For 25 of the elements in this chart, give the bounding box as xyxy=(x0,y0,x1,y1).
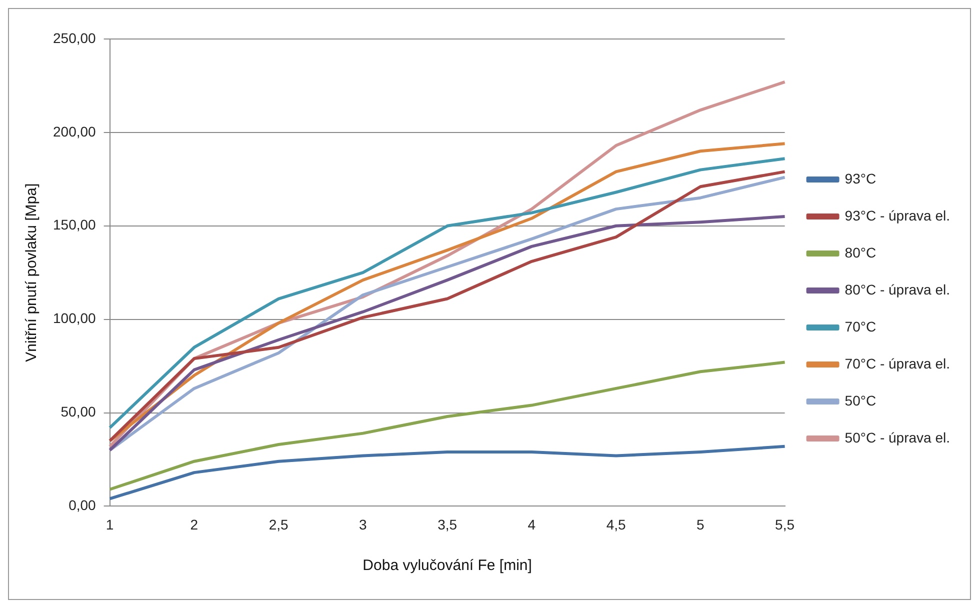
legend-label: 70°C xyxy=(844,318,876,334)
y-tick-label: 150,00 xyxy=(52,216,96,233)
x-tick-label: 5,5 xyxy=(775,516,795,532)
y-tick-label: 0,00 xyxy=(68,497,96,514)
legend-label: 93°C xyxy=(844,170,876,186)
x-axis-title: Doba vylučování Fe [min] xyxy=(362,557,532,574)
y-tick-label: 100,00 xyxy=(52,310,96,326)
legend-label: 80°C xyxy=(844,244,876,260)
x-tick-label: 3,5 xyxy=(438,516,458,532)
x-tick-label: 3 xyxy=(359,516,368,532)
y-axis-title: Vnitřní pnutí povlaku [Mpa] xyxy=(23,183,40,362)
y-tick-label: 250,00 xyxy=(52,30,96,46)
legend-label: 50°C xyxy=(844,392,876,408)
x-tick-label: 5 xyxy=(696,516,705,532)
legend-label: 93°C - úprava el. xyxy=(844,207,950,224)
x-tick-label: 1 xyxy=(106,516,114,532)
x-tick-label: 4,5 xyxy=(606,516,626,532)
y-tick-label: 200,00 xyxy=(52,123,96,140)
legend-label: 50°C - úprava el. xyxy=(844,429,950,446)
x-tick-label: 4 xyxy=(528,516,536,532)
x-tick-label: 2,5 xyxy=(268,516,289,532)
y-tick-label: 50,00 xyxy=(60,404,96,420)
legend-label: 80°C - úprava el. xyxy=(844,281,950,298)
legend-label: 70°C - úprava el. xyxy=(844,355,950,372)
x-tick-label: 2 xyxy=(190,516,198,532)
